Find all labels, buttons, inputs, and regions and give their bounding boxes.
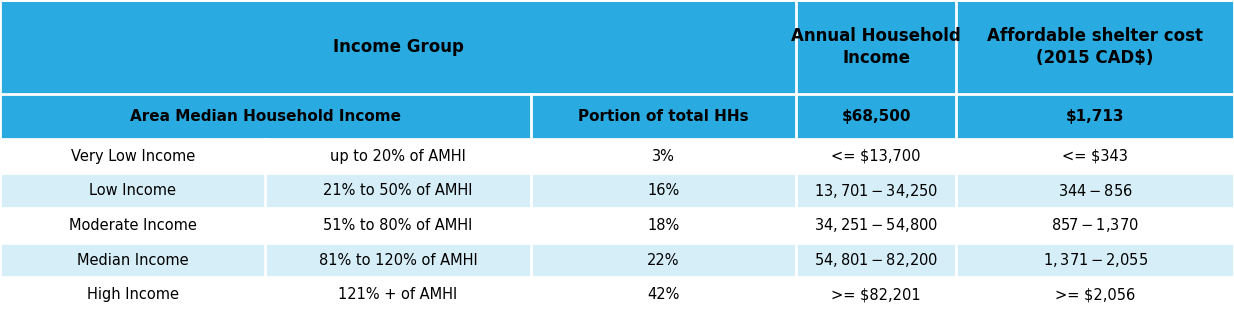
Text: <= $13,700: <= $13,700 bbox=[832, 149, 921, 164]
Bar bbox=[796, 277, 956, 312]
Bar bbox=[796, 243, 956, 277]
Bar bbox=[0, 94, 531, 139]
Bar bbox=[796, 0, 956, 94]
Text: High Income: High Income bbox=[86, 287, 179, 302]
Text: 3%: 3% bbox=[652, 149, 675, 164]
Text: 21% to 50% of AMHI: 21% to 50% of AMHI bbox=[323, 183, 473, 198]
Bar bbox=[956, 139, 1234, 173]
Bar bbox=[265, 243, 531, 277]
Bar bbox=[531, 94, 796, 139]
Bar bbox=[796, 173, 956, 208]
Text: 51% to 80% of AMHI: 51% to 80% of AMHI bbox=[323, 218, 473, 233]
Text: $34,251 - $54,800: $34,251 - $54,800 bbox=[814, 217, 938, 234]
Text: $13,701 - $34,250: $13,701 - $34,250 bbox=[814, 182, 938, 200]
Bar bbox=[265, 173, 531, 208]
Text: $1,371 - $2,055: $1,371 - $2,055 bbox=[1043, 251, 1148, 269]
Text: <= $343: <= $343 bbox=[1062, 149, 1128, 164]
Bar bbox=[531, 208, 796, 243]
Text: $68,500: $68,500 bbox=[842, 109, 911, 124]
Bar bbox=[531, 139, 796, 173]
Bar bbox=[531, 277, 796, 312]
Text: Income Group: Income Group bbox=[332, 38, 464, 56]
Bar bbox=[0, 0, 796, 94]
Bar bbox=[0, 173, 265, 208]
Bar bbox=[0, 277, 265, 312]
Bar bbox=[531, 173, 796, 208]
Text: Affordable shelter cost
(2015 CAD$): Affordable shelter cost (2015 CAD$) bbox=[987, 27, 1203, 67]
Bar bbox=[265, 277, 531, 312]
Text: 16%: 16% bbox=[647, 183, 680, 198]
Bar bbox=[265, 139, 531, 173]
Bar bbox=[0, 243, 265, 277]
Text: Annual Household
Income: Annual Household Income bbox=[791, 27, 961, 67]
Text: Moderate Income: Moderate Income bbox=[69, 218, 196, 233]
Text: >= $82,201: >= $82,201 bbox=[832, 287, 921, 302]
Bar bbox=[956, 277, 1234, 312]
Text: $344 - $856: $344 - $856 bbox=[1058, 183, 1133, 199]
Bar bbox=[796, 139, 956, 173]
Bar bbox=[265, 208, 531, 243]
Bar bbox=[796, 208, 956, 243]
Text: >= $2,056: >= $2,056 bbox=[1055, 287, 1135, 302]
Text: 121% + of AMHI: 121% + of AMHI bbox=[338, 287, 458, 302]
Text: up to 20% of AMHI: up to 20% of AMHI bbox=[329, 149, 466, 164]
Bar bbox=[956, 173, 1234, 208]
Text: Area Median Household Income: Area Median Household Income bbox=[130, 109, 401, 124]
Text: 18%: 18% bbox=[647, 218, 680, 233]
Text: Median Income: Median Income bbox=[77, 252, 189, 268]
Bar bbox=[531, 243, 796, 277]
Bar bbox=[0, 139, 265, 173]
Bar bbox=[796, 94, 956, 139]
Text: $857 - $1,370: $857 - $1,370 bbox=[1051, 217, 1139, 234]
Bar bbox=[956, 208, 1234, 243]
Text: $1,713: $1,713 bbox=[1066, 109, 1124, 124]
Text: Portion of total HHs: Portion of total HHs bbox=[578, 109, 749, 124]
Bar bbox=[956, 0, 1234, 94]
Bar bbox=[956, 243, 1234, 277]
Text: 22%: 22% bbox=[647, 252, 680, 268]
Text: Very Low Income: Very Low Income bbox=[70, 149, 195, 164]
Bar bbox=[956, 94, 1234, 139]
Text: $54,801 - $82,200: $54,801 - $82,200 bbox=[814, 251, 938, 269]
Text: Low Income: Low Income bbox=[89, 183, 176, 198]
Bar bbox=[0, 208, 265, 243]
Text: 42%: 42% bbox=[647, 287, 680, 302]
Text: 81% to 120% of AMHI: 81% to 120% of AMHI bbox=[318, 252, 478, 268]
